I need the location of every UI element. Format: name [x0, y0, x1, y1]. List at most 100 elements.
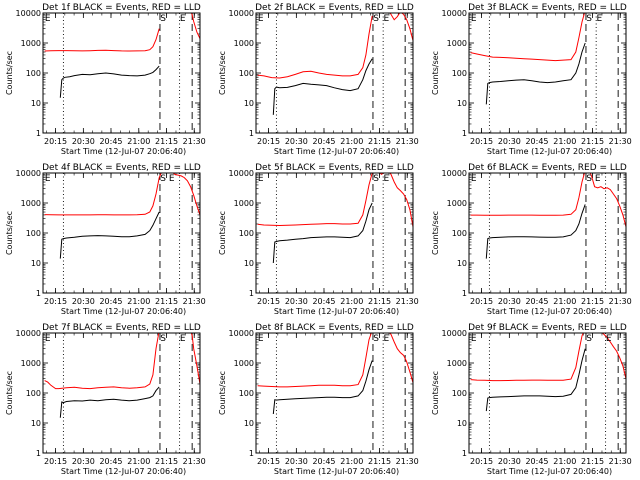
x-tick-label: 21:00 [127, 457, 150, 466]
panel-title: Det 8f BLACK = Events, RED = LLD [255, 323, 414, 333]
panel-title: Det 3f BLACK = Events, RED = LLD [468, 3, 627, 13]
x-tick-label: 20:30 [285, 297, 308, 306]
x-axis-label: Start Time (12-Jul-07 20:06:40) [61, 467, 186, 476]
y-tick-label: 1000 [234, 359, 254, 368]
y-axis-label: Counts/sec [431, 51, 440, 95]
lld-series-line [470, 13, 586, 62]
y-tick-label: 1000 [21, 199, 41, 208]
interval-marker-label: E [258, 14, 264, 24]
y-tick-label: 100 [239, 389, 254, 398]
x-tick-label: 20:45 [525, 297, 548, 306]
interval-marker-label: S [160, 334, 166, 344]
y-tick-label: 1 [462, 449, 467, 458]
y-axis-label: Counts/sec [431, 211, 440, 255]
interval-marker-label: E [169, 174, 175, 184]
x-tick-label: 20:30 [285, 137, 308, 146]
plot-frame [468, 172, 627, 294]
interval-marker-label: E [45, 14, 51, 24]
y-tick-label: 10000 [442, 329, 467, 338]
x-tick-label: 21:15 [155, 297, 178, 306]
x-tick-label: 20:15 [44, 297, 67, 306]
y-tick-label: 1000 [21, 39, 41, 48]
x-tick-label: 21:00 [340, 137, 363, 146]
interval-marker-label: E [180, 14, 186, 24]
interval-marker-label: S [160, 174, 166, 184]
interval-marker-label: E [258, 334, 264, 344]
plot-frame [468, 332, 627, 454]
x-tick-label: 21:15 [368, 297, 391, 306]
panel-1: Det 1f BLACK = Events, RED = LLD Counts/s… [5, 3, 206, 156]
panel-9: Det 9f BLACK = Events, RED = LLD Counts/s… [431, 323, 632, 476]
x-axis-label: Start Time (12-Jul-07 20:06:40) [61, 147, 186, 156]
x-tick-label: 20:30 [498, 137, 521, 146]
interval-marker-label: S [586, 174, 592, 184]
interval-marker-label: E [606, 334, 612, 344]
y-tick-label: 1 [249, 129, 254, 138]
x-tick-label: 21:30 [396, 137, 419, 146]
x-tick-label: 20:15 [257, 137, 280, 146]
panel-title: Det 6f BLACK = Events, RED = LLD [468, 163, 627, 173]
panel-title: Det 1f BLACK = Events, RED = LLD [42, 3, 201, 13]
x-tick-label: 20:30 [498, 297, 521, 306]
panel-title: Det 4f BLACK = Events, RED = LLD [42, 163, 201, 173]
y-axis-label: Counts/sec [218, 211, 227, 255]
events-series-line [59, 65, 160, 98]
interval-marker-label: E [596, 14, 602, 24]
events-series-line [272, 360, 373, 415]
y-tick-label: 1 [249, 449, 254, 458]
events-series-line [485, 348, 586, 412]
x-tick-label: 20:15 [470, 297, 493, 306]
x-tick-label: 21:00 [127, 137, 150, 146]
x-axis-label: Start Time (12-Jul-07 20:06:40) [487, 307, 612, 316]
x-axis-label: Start Time (12-Jul-07 20:06:40) [61, 307, 186, 316]
y-tick-label: 100 [239, 229, 254, 238]
lld-series-line [44, 333, 160, 390]
y-tick-label: 10000 [442, 169, 467, 178]
y-tick-label: 100 [26, 389, 41, 398]
y-axis-label: Counts/sec [5, 371, 14, 415]
panel-7: Det 7f BLACK = Events, RED = LLD Counts/s… [5, 323, 206, 476]
x-axis-label: Start Time (12-Jul-07 20:06:40) [487, 467, 612, 476]
y-tick-label: 1000 [447, 39, 467, 48]
y-tick-label: 1000 [447, 199, 467, 208]
x-tick-label: 21:15 [581, 297, 604, 306]
y-tick-label: 1 [36, 289, 41, 298]
panel-title: Det 5f BLACK = Events, RED = LLD [255, 163, 414, 173]
interval-marker-label: S [160, 14, 166, 24]
x-tick-label: 20:45 [312, 137, 335, 146]
interval-marker-label: S [373, 14, 379, 24]
plot-frame [255, 332, 414, 454]
lld-series-line [257, 173, 413, 227]
events-series-line [272, 202, 373, 264]
x-tick-label: 20:15 [44, 137, 67, 146]
x-tick-label: 20:30 [285, 457, 308, 466]
plot-frame [42, 12, 201, 134]
interval-marker-label: E [471, 14, 477, 24]
y-tick-label: 10000 [229, 9, 254, 18]
x-tick-label: 21:00 [553, 297, 576, 306]
y-tick-label: 1 [249, 289, 254, 298]
x-tick-label: 21:15 [581, 137, 604, 146]
interval-marker-label: E [383, 14, 389, 24]
y-tick-label: 1000 [447, 359, 467, 368]
panel-6: Det 6f BLACK = Events, RED = LLD Counts/s… [431, 163, 632, 316]
events-series-line [485, 42, 586, 105]
y-tick-label: 10 [31, 259, 41, 268]
x-tick-label: 21:15 [368, 457, 391, 466]
plot-frame [42, 332, 201, 454]
x-tick-label: 21:30 [609, 297, 632, 306]
x-tick-label: 20:45 [312, 457, 335, 466]
events-series-line [272, 58, 373, 115]
lld-series-line [389, 13, 413, 41]
y-tick-label: 1000 [234, 39, 254, 48]
y-tick-label: 10 [457, 259, 467, 268]
panel-3: Det 3f BLACK = Events, RED = LLD Counts/s… [431, 3, 632, 156]
y-tick-label: 100 [239, 69, 254, 78]
interval-marker-label: E [471, 334, 477, 344]
x-tick-label: 20:45 [312, 297, 335, 306]
lld-series-line [470, 333, 626, 382]
x-tick-label: 21:00 [127, 297, 150, 306]
x-tick-label: 20:15 [257, 457, 280, 466]
x-axis-label: Start Time (12-Jul-07 20:06:40) [274, 147, 399, 156]
